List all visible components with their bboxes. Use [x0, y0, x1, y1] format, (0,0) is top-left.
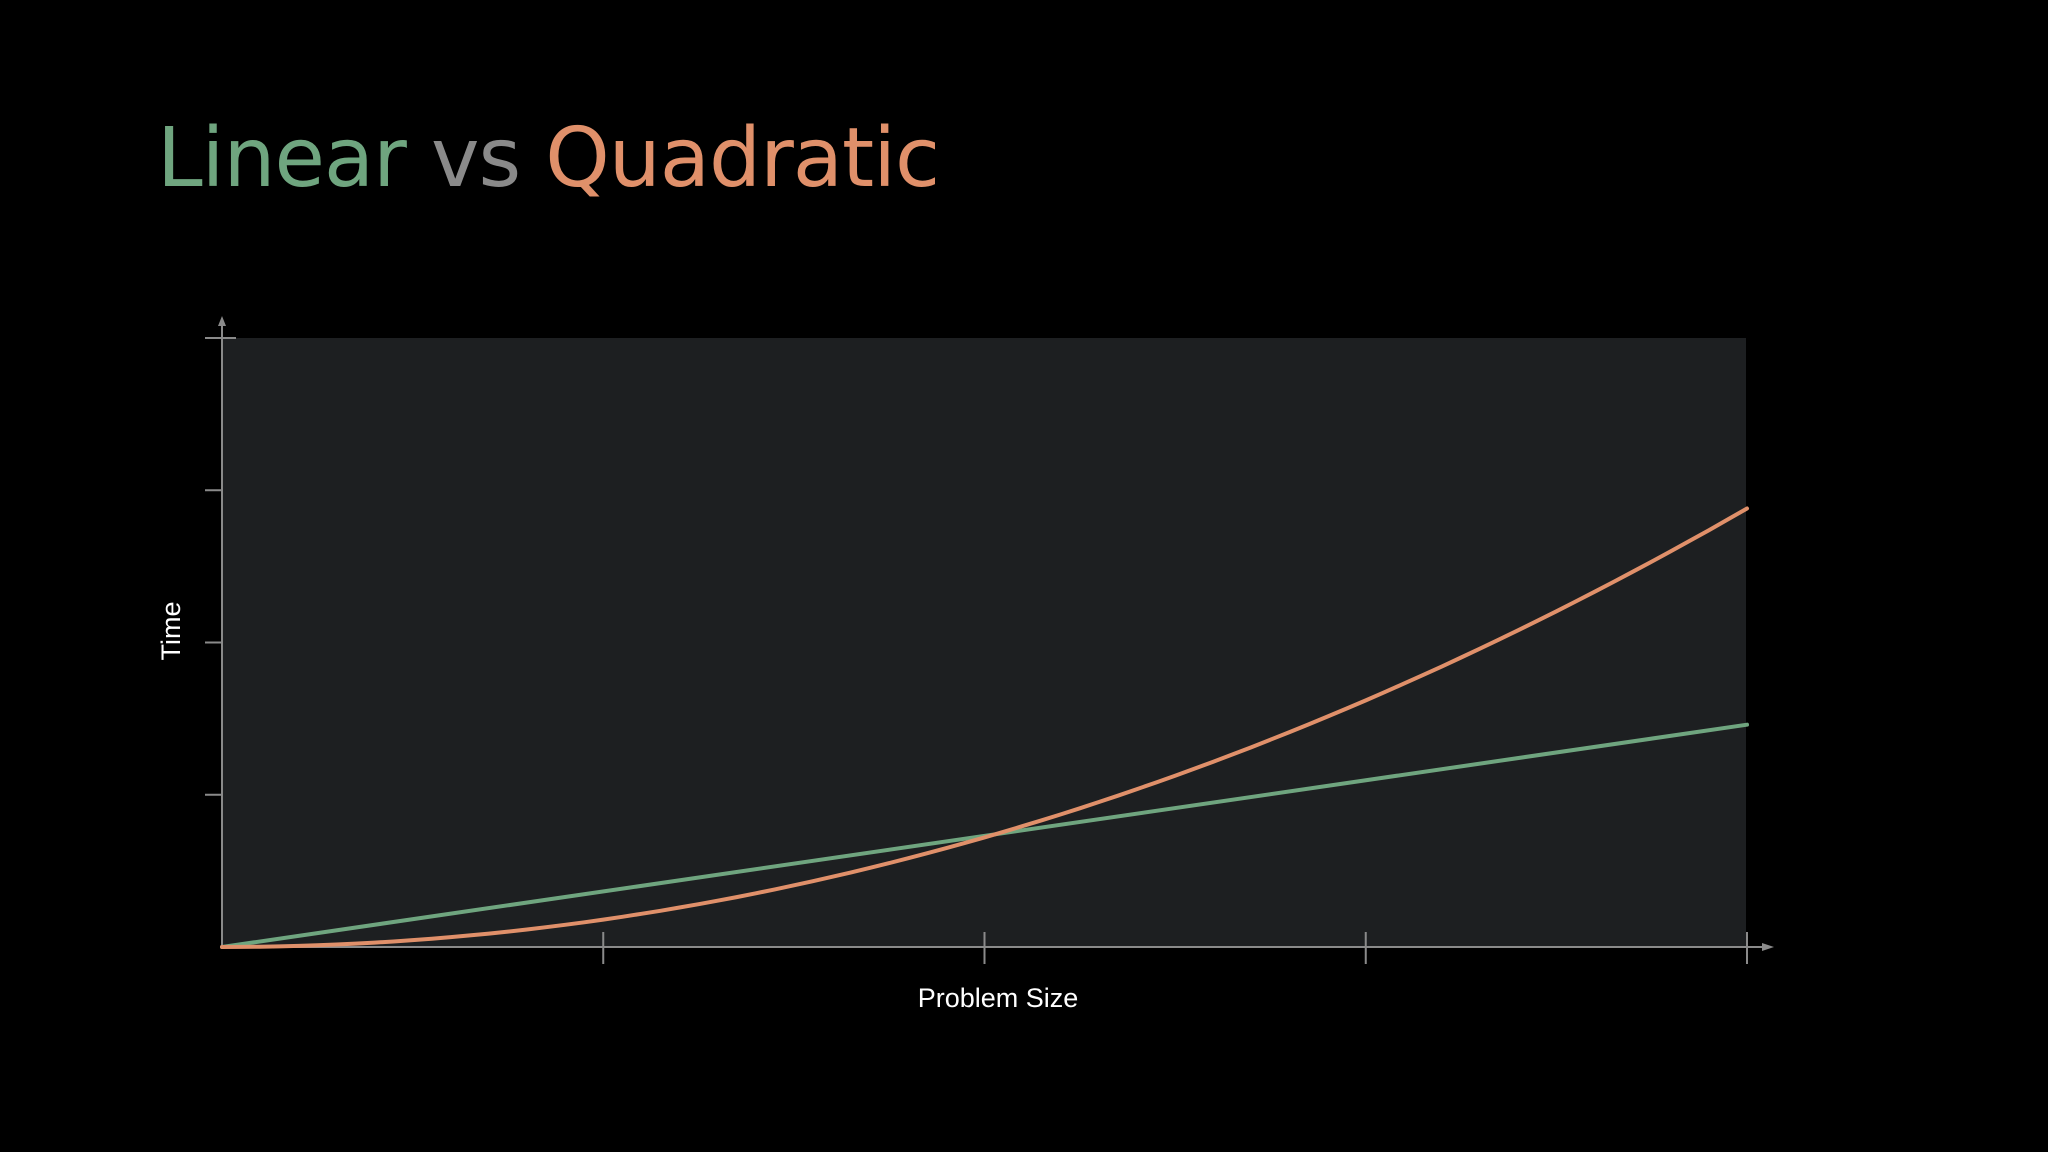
title-quadratic: Quadratic: [545, 111, 940, 206]
title-linear: Linear: [157, 111, 407, 206]
y-axis-arrow: [218, 316, 226, 326]
slide-title: Linear vs Quadratic: [157, 118, 940, 200]
x-axis-arrow: [1762, 943, 1774, 951]
title-vs: vs: [430, 111, 521, 206]
y-axis-label: Time: [156, 602, 186, 661]
plot-background: [222, 338, 1746, 947]
series-layer: [220, 506, 1749, 949]
axes: [205, 316, 1774, 964]
x-axis-label: Problem Size: [918, 983, 1079, 1013]
series-line-quadratic: [220, 506, 1749, 949]
